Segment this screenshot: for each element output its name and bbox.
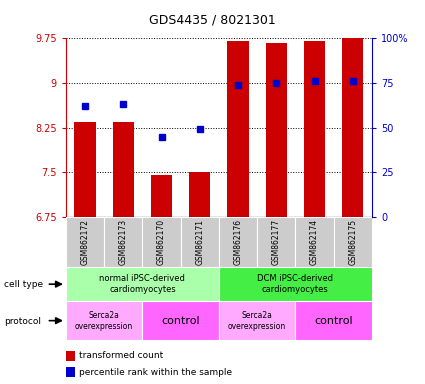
Bar bbox=[295, 217, 334, 267]
Bar bbox=[189, 172, 210, 217]
Bar bbox=[266, 43, 287, 217]
Bar bbox=[104, 217, 142, 267]
Text: protocol: protocol bbox=[4, 317, 41, 326]
Bar bbox=[66, 267, 219, 301]
Bar bbox=[142, 301, 219, 340]
Text: GSM862170: GSM862170 bbox=[157, 219, 166, 265]
Bar bbox=[257, 217, 295, 267]
Text: DCM iPSC-derived
cardiomyocytes: DCM iPSC-derived cardiomyocytes bbox=[258, 274, 333, 294]
Bar bbox=[227, 41, 249, 217]
Text: GSM862172: GSM862172 bbox=[80, 219, 90, 265]
Bar bbox=[181, 217, 219, 267]
Bar bbox=[219, 267, 372, 301]
Bar bbox=[74, 122, 96, 217]
Text: cell type: cell type bbox=[4, 280, 43, 290]
Bar bbox=[219, 217, 257, 267]
Text: GSM862173: GSM862173 bbox=[119, 219, 128, 265]
Bar bbox=[342, 38, 363, 217]
Bar bbox=[219, 301, 295, 340]
Text: Serca2a
overexpression: Serca2a overexpression bbox=[228, 311, 286, 331]
Text: control: control bbox=[314, 316, 353, 326]
Bar bbox=[66, 301, 142, 340]
Text: normal iPSC-derived
cardiomyocytes: normal iPSC-derived cardiomyocytes bbox=[99, 274, 185, 294]
Bar bbox=[304, 41, 325, 217]
Bar bbox=[151, 175, 172, 217]
Text: GSM862174: GSM862174 bbox=[310, 219, 319, 265]
Text: GSM862176: GSM862176 bbox=[233, 219, 243, 265]
Bar bbox=[295, 301, 372, 340]
Text: percentile rank within the sample: percentile rank within the sample bbox=[79, 368, 232, 377]
Bar bbox=[142, 217, 181, 267]
Bar bbox=[113, 122, 134, 217]
Text: Serca2a
overexpression: Serca2a overexpression bbox=[75, 311, 133, 331]
Text: transformed count: transformed count bbox=[79, 351, 163, 361]
Text: GSM862177: GSM862177 bbox=[272, 219, 281, 265]
Text: GDS4435 / 8021301: GDS4435 / 8021301 bbox=[149, 13, 276, 26]
Bar bbox=[66, 217, 104, 267]
Text: GSM862171: GSM862171 bbox=[195, 219, 204, 265]
Text: control: control bbox=[162, 316, 200, 326]
Text: GSM862175: GSM862175 bbox=[348, 219, 357, 265]
Bar bbox=[334, 217, 372, 267]
